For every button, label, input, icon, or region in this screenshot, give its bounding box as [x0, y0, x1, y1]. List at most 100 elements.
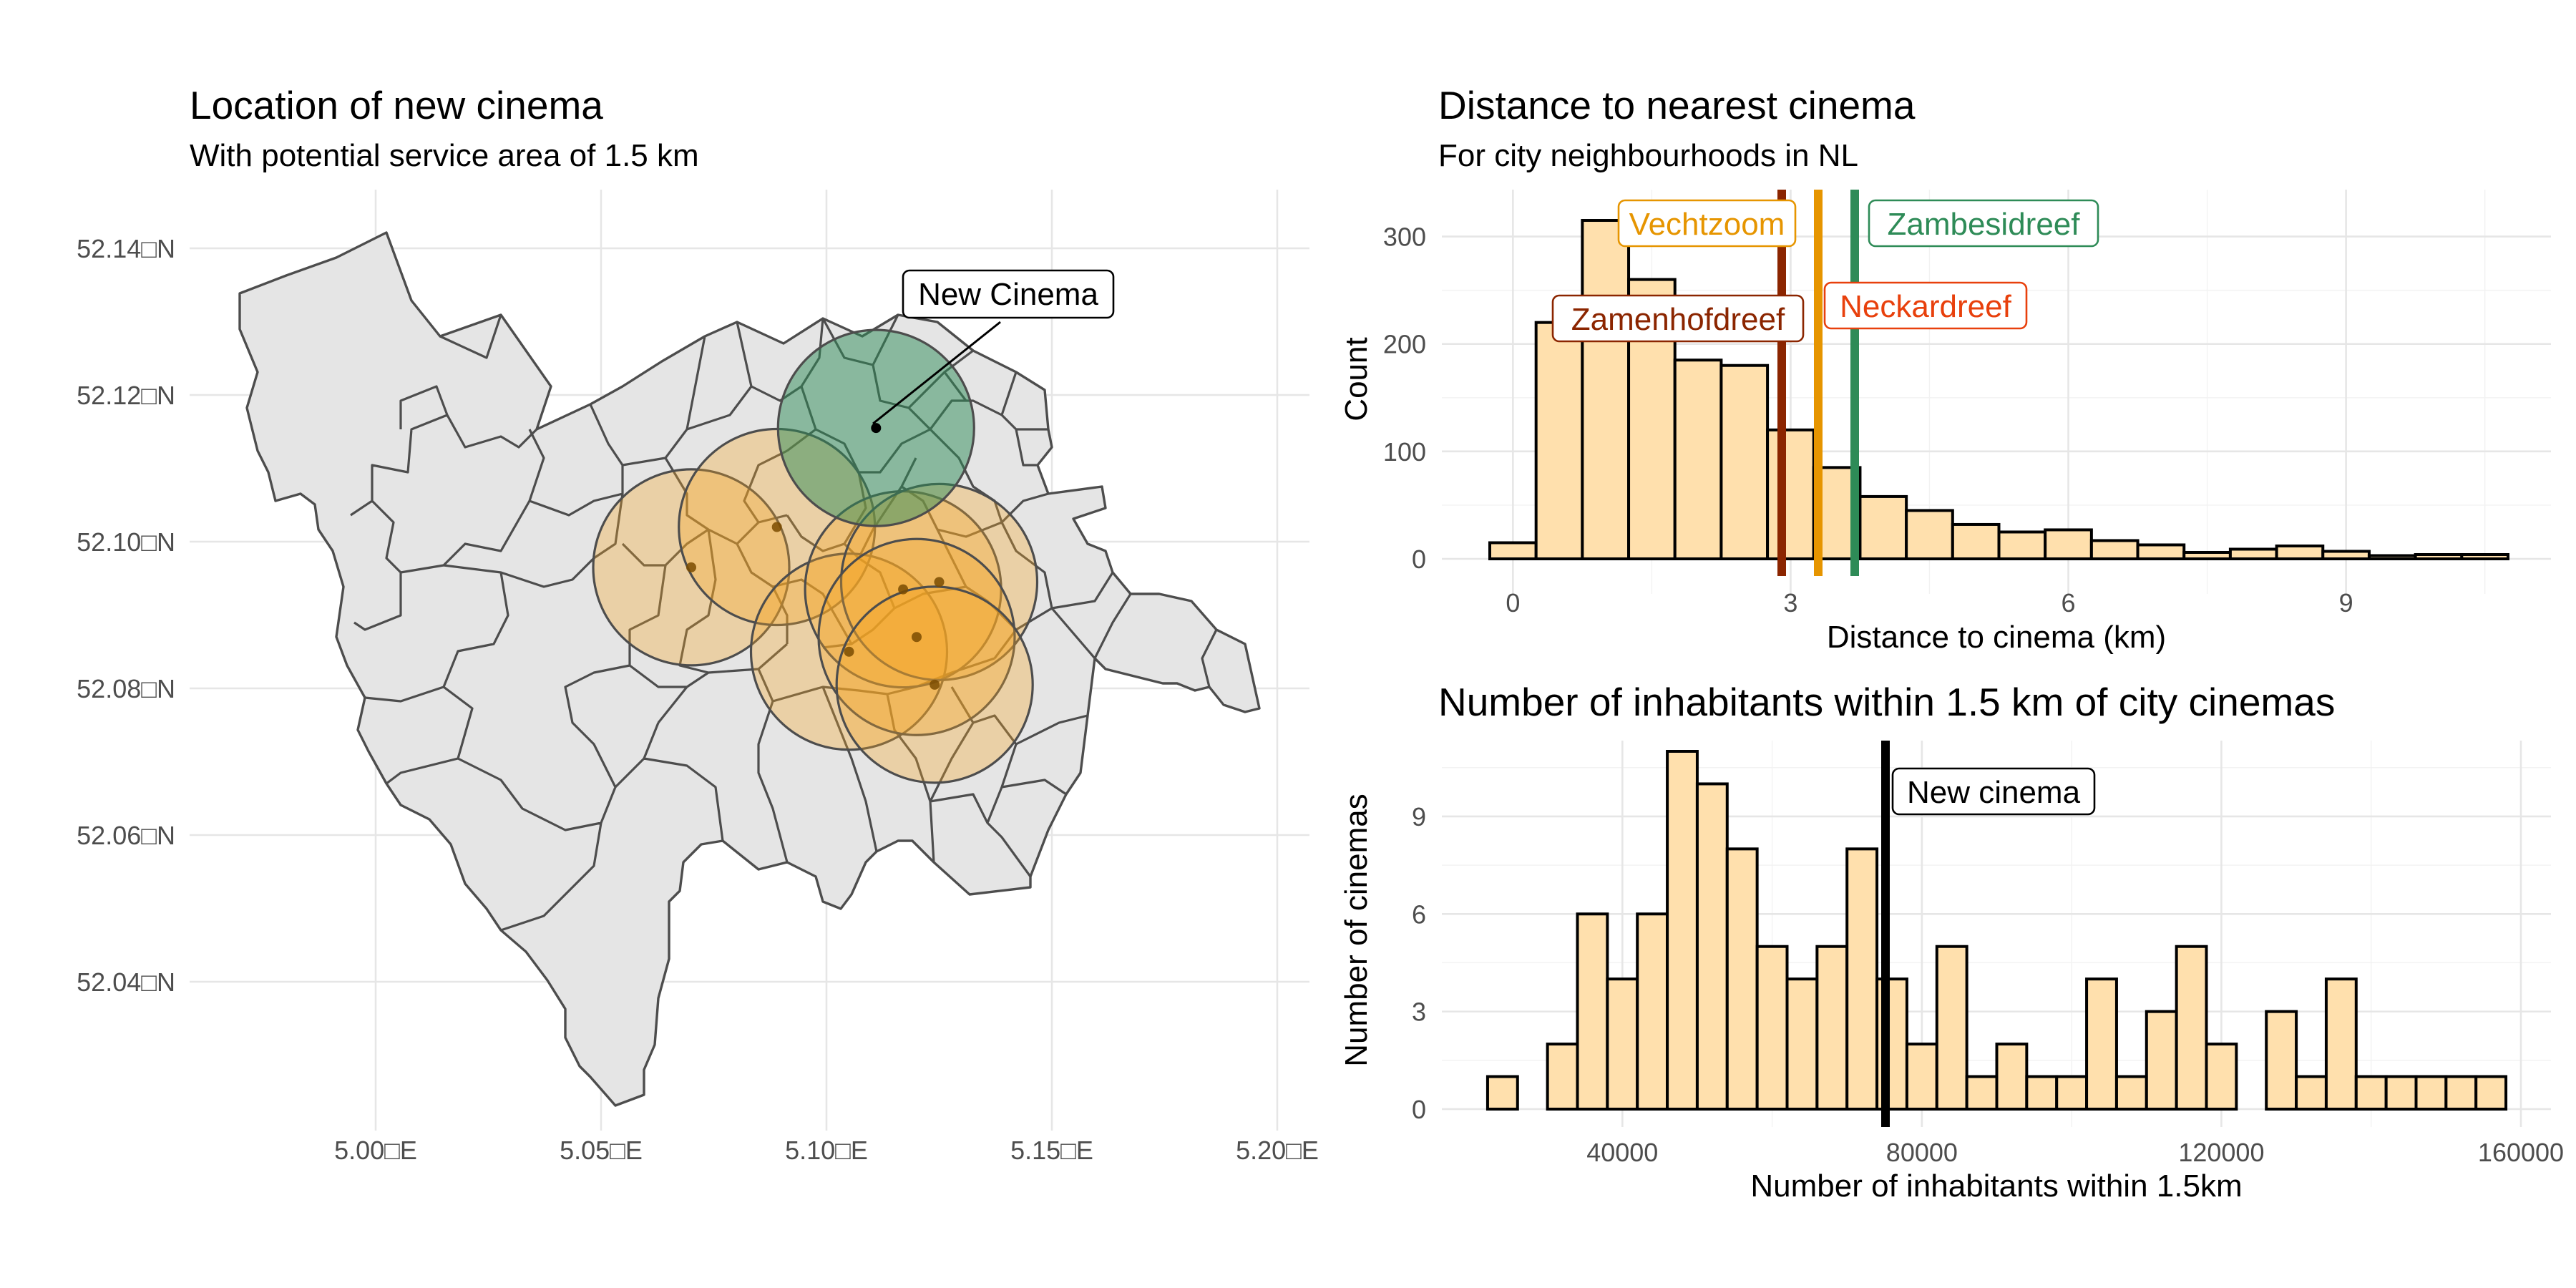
inh-bar	[1785, 977, 1819, 1111]
cinema-point	[934, 577, 945, 587]
map-x-tick: 5.20□E	[1236, 1136, 1319, 1165]
map-title: Location of new cinema	[190, 83, 603, 127]
dist-x-tick: 6	[2062, 588, 2076, 618]
dist-bar	[1581, 219, 1631, 560]
distance-reference-lines	[1777, 190, 1859, 576]
distance-line-label: Zambesidreef	[1887, 207, 2080, 242]
distance-line-label-box	[1823, 281, 2028, 330]
inh-bar	[2175, 945, 2208, 1111]
dist-bar	[1719, 364, 1770, 560]
cinema-service-areas	[592, 427, 1039, 784]
inh-bar	[1576, 912, 1609, 1111]
inh-bar	[2414, 1075, 2448, 1111]
dist-bar	[1673, 358, 1723, 560]
inhabitants-histogram-panel: Number of inhabitants within 1.5 km of c…	[1339, 680, 2564, 1204]
inh-bar	[2145, 1010, 2178, 1111]
dist-bar	[2228, 547, 2278, 560]
inh-bar	[1995, 1043, 2029, 1111]
inh-x-tick: 80000	[1886, 1138, 1958, 1167]
cinema-point	[898, 584, 909, 595]
dist-bar	[2275, 544, 2325, 561]
inhabitants-bars	[1485, 750, 2508, 1111]
distance-bars	[1488, 219, 2509, 561]
inh-bar	[1695, 782, 1729, 1111]
inh-bar	[1485, 1075, 1519, 1111]
inh-bar	[1935, 945, 1968, 1111]
map-y-tick: 52.12□N	[77, 381, 175, 410]
inh-x-tick: 160000	[2478, 1138, 2564, 1167]
map-subtitle: With potential service area of 1.5 km	[190, 138, 699, 173]
dist-y-tick: 200	[1383, 330, 1426, 359]
distance-x-axis-title: Distance to cinema (km)	[1827, 620, 2166, 655]
inhabitants-line-label-box	[1891, 767, 2096, 816]
map-x-tick: 5.05□E	[560, 1136, 643, 1165]
new-cinema-label-box	[902, 269, 1115, 319]
inh-bar	[1905, 1043, 1938, 1111]
map-y-tick: 52.10□N	[77, 527, 175, 557]
dist-bar	[1488, 541, 1538, 561]
new-cinema-leader-line	[872, 321, 1001, 425]
dist-bar	[2414, 552, 2464, 560]
inh-bar	[1815, 945, 1849, 1111]
cinema-point	[930, 679, 940, 690]
map-y-tick: 52.08□N	[77, 674, 175, 703]
dist-x-tick: 0	[1506, 588, 1520, 618]
inh-bar	[1666, 750, 1699, 1111]
inh-bar	[2025, 1075, 2059, 1111]
dist-bar	[1858, 494, 1908, 560]
inh-bar	[1755, 945, 1789, 1111]
inhabitants-title: Number of inhabitants within 1.5 km of c…	[1438, 680, 2335, 724]
inh-bar	[1965, 1075, 1999, 1111]
inh-bar	[2444, 1075, 2478, 1111]
inh-bar	[2295, 1075, 2328, 1111]
map-x-tick: 5.10□E	[785, 1136, 868, 1165]
inh-x-tick: 120000	[2178, 1138, 2264, 1167]
inh-bar	[2324, 977, 2358, 1111]
distance-histogram-panel: Distance to nearest cinema For city neig…	[1339, 83, 2551, 655]
inh-bar	[1636, 912, 1669, 1111]
dist-bar	[2367, 554, 2417, 560]
cinema-point	[686, 562, 696, 572]
distance-line-labels: Zamenhofdreef Vechtzoom Neckardreef Zambesi…	[1551, 199, 2099, 343]
dist-bar	[1951, 522, 2001, 560]
inh-y-tick: 0	[1412, 1095, 1426, 1124]
inh-bar	[2205, 1043, 2238, 1111]
inh-bar	[1845, 847, 1879, 1111]
distance-line-label-box	[1868, 199, 2099, 248]
distance-line-label: Neckardreef	[1840, 289, 2011, 324]
distance-line-label: Vechtzoom	[1629, 207, 1785, 242]
dist-bar	[1766, 428, 1815, 560]
inhabitants-x-axis-title: Number of inhabitants within 1.5km	[1750, 1169, 2242, 1204]
inh-y-tick: 6	[1412, 899, 1426, 929]
dist-bar	[2182, 550, 2232, 561]
dist-x-tick: 9	[2339, 588, 2353, 618]
distance-subtitle: For city neighbourhoods in NL	[1438, 138, 1858, 173]
inhabitants-y-axis-title: Number of cinemas	[1339, 794, 1374, 1066]
dist-bar	[2460, 552, 2509, 560]
dist-y-tick: 0	[1412, 545, 1426, 574]
dist-bar	[2321, 550, 2371, 561]
inh-y-tick: 3	[1412, 997, 1426, 1027]
new-cinema-label: New Cinema	[918, 277, 1098, 312]
dist-bar	[2089, 539, 2140, 560]
inhabitants-line-labels: New cinema	[1891, 767, 2096, 816]
map-y-tick: 52.06□N	[77, 821, 175, 850]
inh-bar	[2114, 1075, 2148, 1111]
distance-line-label-box	[1551, 294, 1805, 343]
new-cinema-area	[776, 328, 975, 527]
distance-line-label-box	[1617, 199, 1797, 248]
inh-bar	[2384, 1075, 2418, 1111]
dist-bar	[1905, 509, 1954, 561]
dist-bar	[2044, 528, 2093, 560]
dist-y-tick: 300	[1383, 223, 1426, 252]
dist-x-tick: 3	[1783, 588, 1797, 618]
inh-bar	[2085, 977, 2118, 1111]
inh-bar	[1725, 847, 1759, 1111]
map-x-tick: 5.15□E	[1010, 1136, 1093, 1165]
inh-bar	[2474, 1075, 2508, 1111]
distance-ticks: 0 3 6 9 0 100 200 300	[1383, 223, 2353, 618]
map-y-tick: 52.04□N	[77, 967, 175, 997]
inh-bar	[1546, 1043, 1579, 1111]
map-x-tick: 5.00□E	[334, 1136, 417, 1165]
